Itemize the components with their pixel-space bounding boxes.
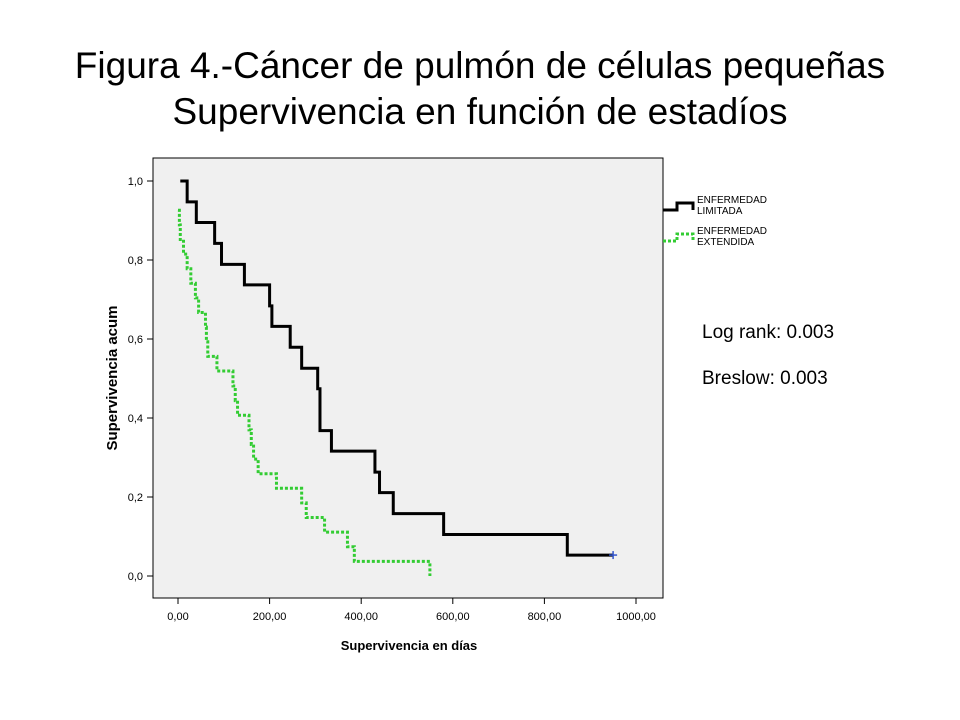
legend-label: EXTENDIDA xyxy=(697,237,755,248)
x-tick-label: 600,00 xyxy=(436,611,470,623)
x-tick-label: 400,00 xyxy=(344,611,378,623)
y-tick-label: 0,2 xyxy=(128,492,143,504)
series-layer xyxy=(177,179,618,576)
y-axis-label: Supervivencia acum xyxy=(104,305,121,450)
x-tick-label: 0,00 xyxy=(167,611,188,623)
chart-axes: 0,0 0,2 0,4 0,6 0,8 1,0 0,00 200,00 400,00 600,00… xyxy=(128,176,656,623)
x-tick-label: 1000,00 xyxy=(616,611,656,623)
y-tick-label: 0,0 xyxy=(128,571,143,583)
y-tick-label: 1,0 xyxy=(128,176,143,188)
legend-label: ENFERMEDAD xyxy=(697,195,767,206)
x-tick-label: 800,00 xyxy=(528,611,562,623)
legend-swatch-limitada xyxy=(663,201,695,212)
chart-title-line-1: Figura 4.-Cáncer de pulmón de células pe… xyxy=(74,45,886,86)
y-tick-label: 0,6 xyxy=(128,334,143,346)
x-axis-label: Supervivencia en días xyxy=(341,638,478,653)
y-tick-label: 0,4 xyxy=(128,413,143,425)
legend-label: ENFERMEDAD xyxy=(697,226,767,237)
chart-title-line-2: Supervivencia en función de estadíos xyxy=(172,91,788,132)
log-rank-stat: Log rank: 0.003 xyxy=(702,322,835,343)
legend-label: LIMITADA xyxy=(697,206,743,217)
legend-swatch-extendida xyxy=(663,232,695,243)
series-line-limitada xyxy=(180,179,614,557)
y-tick-label: 0,8 xyxy=(128,255,143,267)
x-tick-label: 200,00 xyxy=(253,611,287,623)
breslow-stat: Breslow: 0.003 xyxy=(702,368,828,389)
series-line-extendida xyxy=(177,208,432,576)
plot-area xyxy=(152,157,664,599)
